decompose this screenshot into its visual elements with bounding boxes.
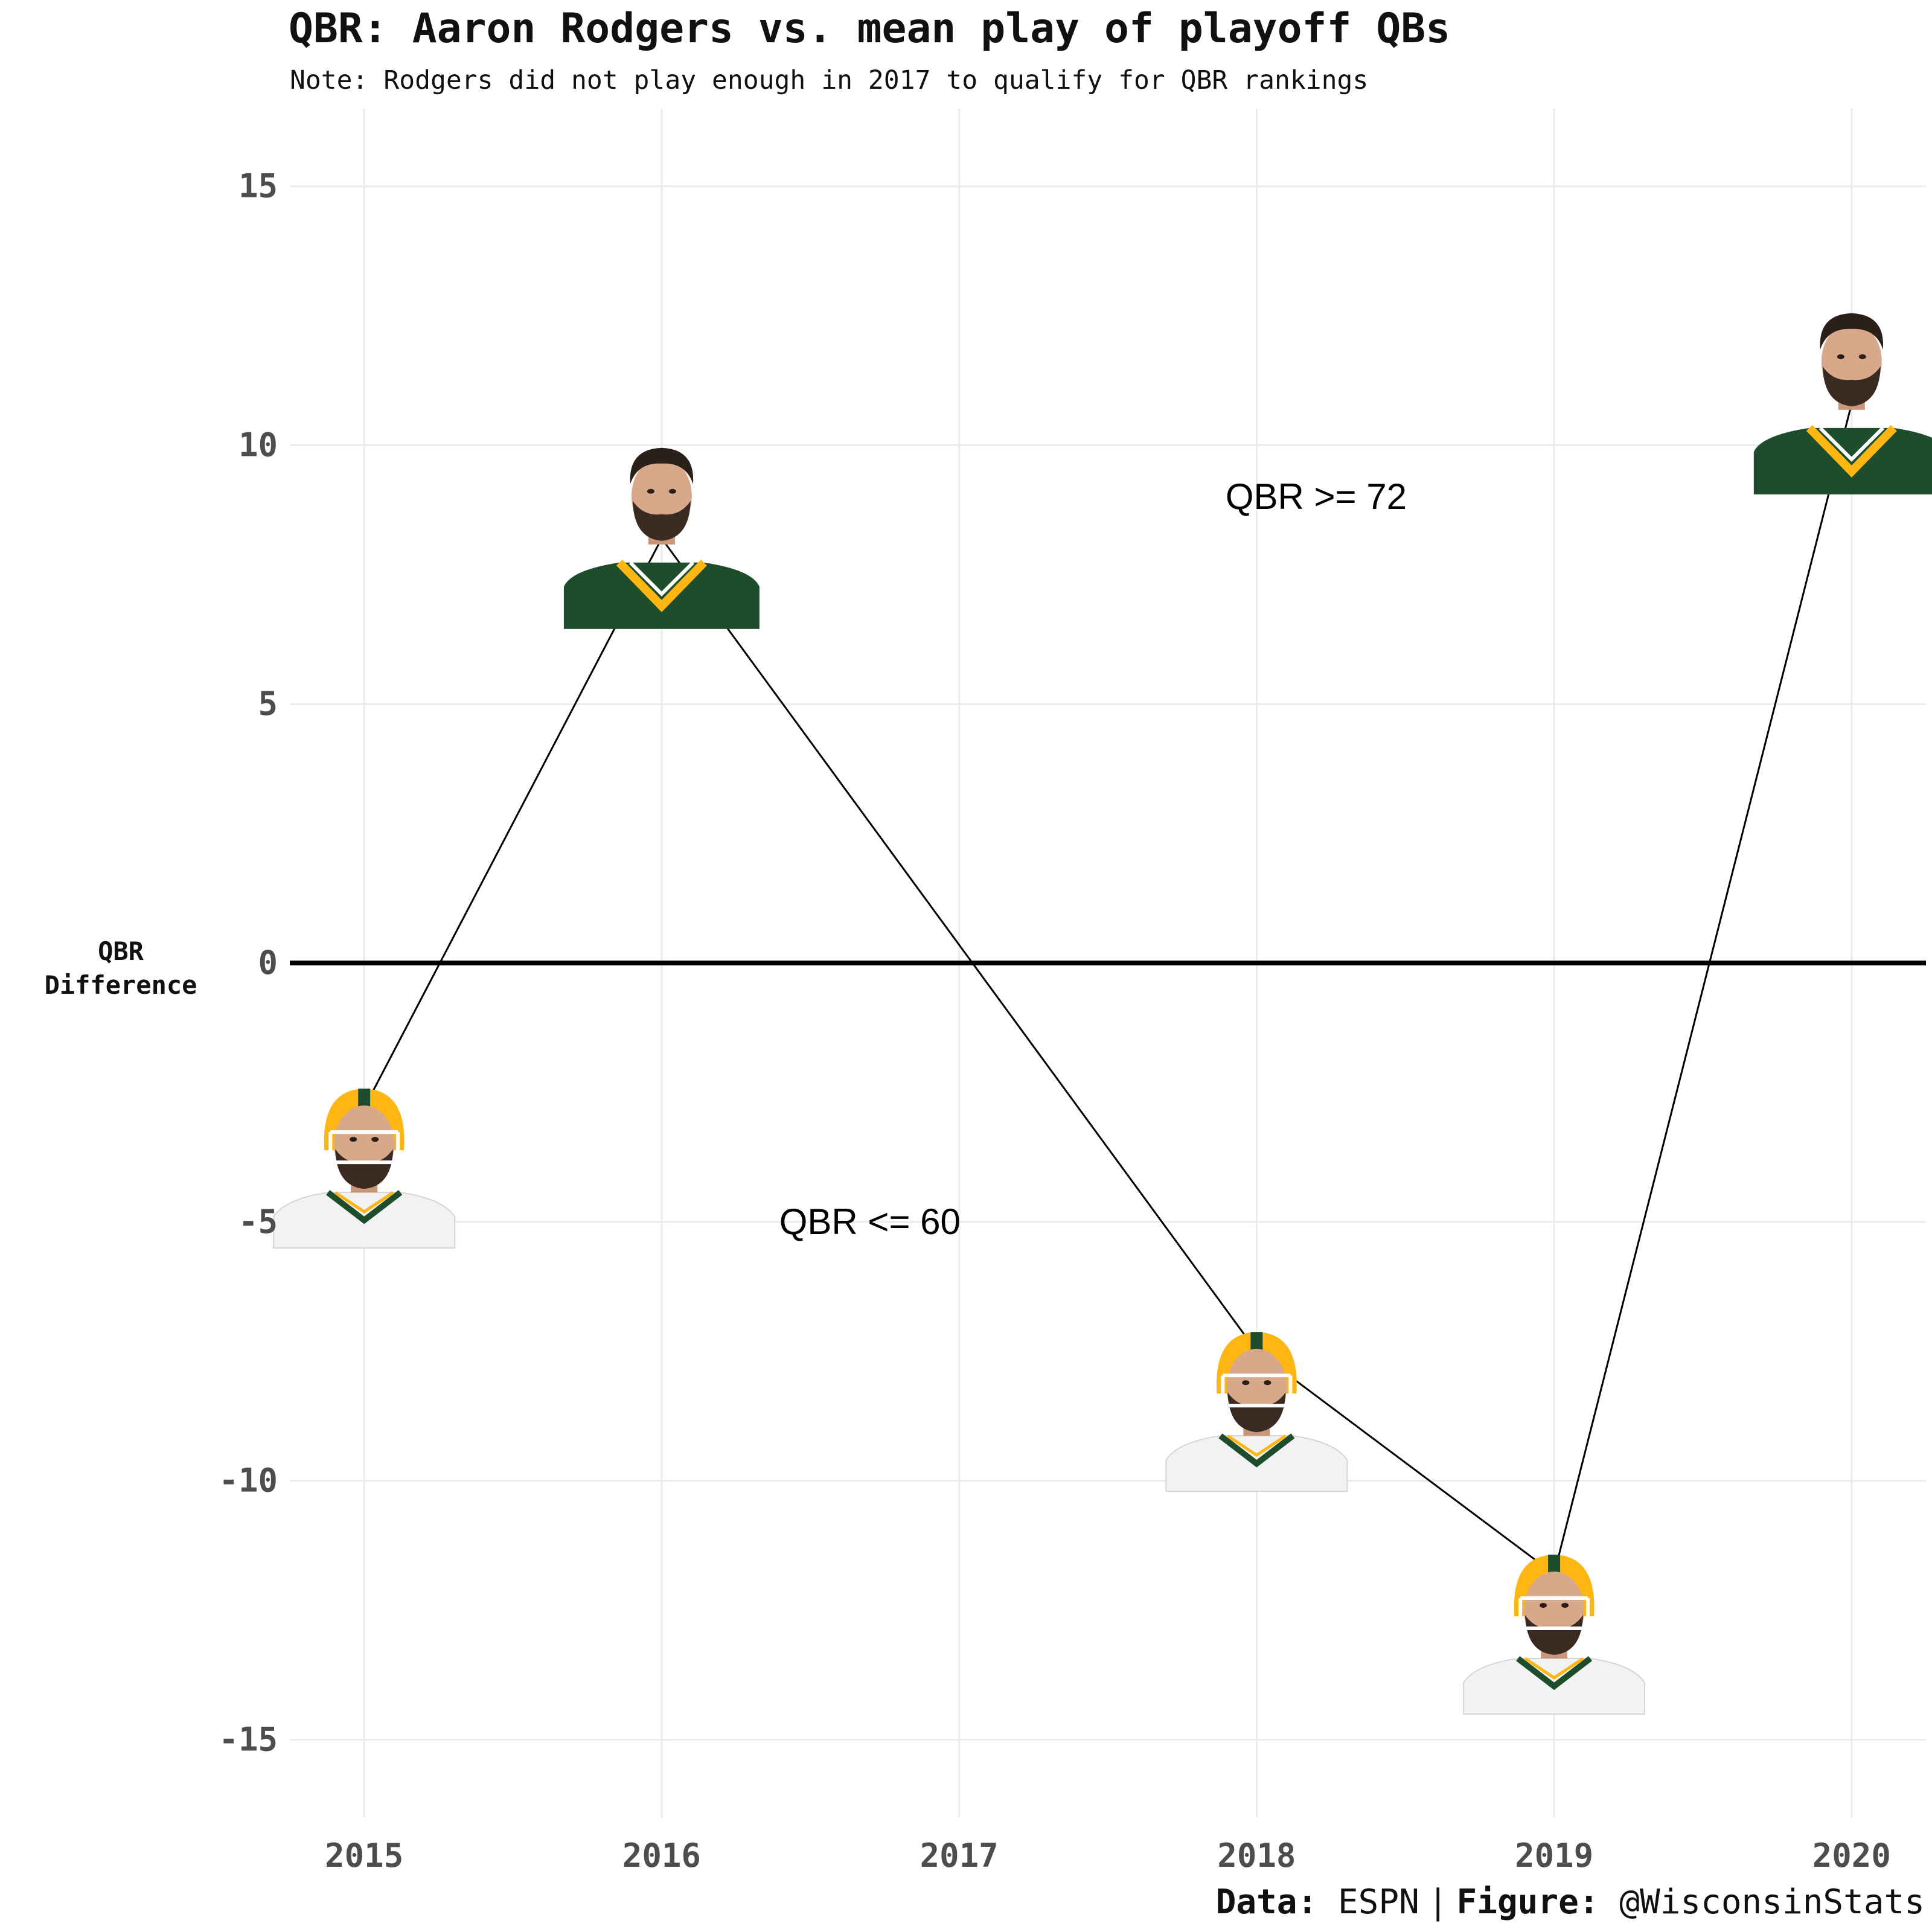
annotation-label: QBR >= 72	[1226, 476, 1407, 517]
caption-data-value: ESPN	[1337, 1882, 1419, 1922]
y-tick-label: -15	[219, 1720, 278, 1758]
x-tick-label: 2018	[1217, 1837, 1296, 1875]
y-tick-label: -10	[219, 1462, 278, 1500]
caption-figure-value: @WisconsinStats	[1619, 1882, 1925, 1922]
x-tick-label: 2016	[622, 1837, 701, 1875]
y-tick-label: 10	[238, 426, 278, 464]
player-marker-2018	[1165, 1332, 1348, 1492]
caption: Data: ESPN | Figure: @WisconsinStats	[1216, 1882, 1925, 1922]
caption-figure-label: Figure:	[1456, 1882, 1599, 1922]
player-marker-2015	[273, 1089, 456, 1249]
caption-data-label: Data:	[1215, 1882, 1318, 1922]
tick-label-layer: 2015 2016 2017 2018 2019 2020 -15 -10 -5 0 5 10 15	[219, 167, 1890, 1875]
x-tick-label: 2015	[325, 1837, 403, 1875]
x-tick-label: 2017	[920, 1837, 999, 1875]
y-tick-label: 15	[238, 167, 278, 205]
player-marker-2016	[563, 447, 760, 629]
marker-layer	[273, 313, 1932, 1715]
y-tick-label: 0	[258, 944, 278, 982]
y-tick-label: -5	[238, 1203, 278, 1241]
annotation-label: QBR <= 60	[779, 1201, 961, 1242]
y-axis-label-line: QBR	[98, 936, 144, 966]
x-tick-label: 2019	[1515, 1837, 1593, 1875]
chart-subtitle: Note: Rodgers did not play enough in 201…	[290, 65, 1369, 95]
player-marker-2019	[1463, 1554, 1646, 1715]
chart-title: QBR: Aaron Rodgers vs. mean play of play…	[289, 5, 1451, 53]
annotation-layer: QBR >= 72 QBR <= 60	[779, 476, 1407, 1242]
caption-separator: |	[1427, 1882, 1448, 1922]
y-axis-label-line: Difference	[44, 970, 197, 1000]
y-axis-label: QBR Difference	[24, 935, 217, 1002]
y-tick-label: 5	[258, 685, 278, 723]
x-tick-label: 2020	[1812, 1837, 1891, 1875]
player-marker-2020	[1753, 313, 1932, 494]
